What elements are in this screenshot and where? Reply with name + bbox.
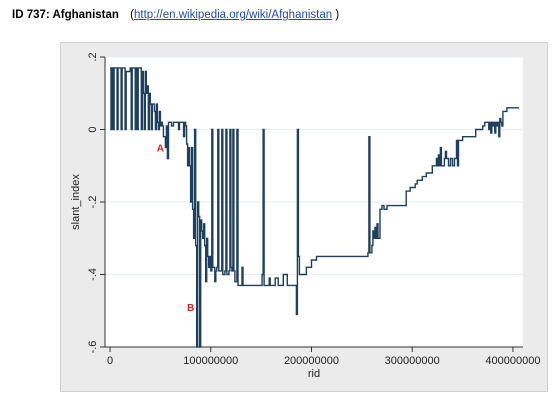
series-line [110, 67, 519, 348]
annotations: AB [157, 143, 194, 314]
page-header: ID 737: Afghanistan (http://en.wikipedia… [12, 9, 339, 21]
chart-frame: .2 0 -.2 -.4 -.6 0 100000000 200000000 300000000… [60, 42, 548, 392]
y-tick-label: -.6 [87, 341, 99, 354]
y-axis-label: slant_index [70, 174, 82, 230]
record-title: ID 737: Afghanistan [12, 9, 119, 21]
annotation-label: A [157, 143, 164, 154]
x-tick-label: 300000000 [385, 355, 440, 367]
y-tick-label: -.4 [87, 268, 99, 281]
x-tick-label: 400000000 [485, 355, 540, 367]
axes: .2 0 -.2 -.4 -.6 0 100000000 200000000 300000000… [87, 52, 540, 367]
y-tick-label: .2 [87, 52, 99, 61]
annotation-label: B [187, 303, 194, 314]
y-tick-label: 0 [87, 126, 99, 132]
paren-close: ) [332, 9, 340, 21]
x-tick-label: 0 [107, 355, 113, 367]
chart-svg: .2 0 -.2 -.4 -.6 0 100000000 200000000 300000000… [70, 52, 540, 380]
x-tick-label: 200000000 [284, 355, 339, 367]
paren-open: ( [130, 9, 134, 21]
wikipedia-link[interactable]: http://en.wikipedia.org/wiki/Afghanistan [133, 9, 333, 21]
x-tick-label: 100000000 [183, 355, 238, 367]
y-tick-label: -.2 [87, 196, 99, 209]
x-axis-label: rid [308, 368, 320, 380]
